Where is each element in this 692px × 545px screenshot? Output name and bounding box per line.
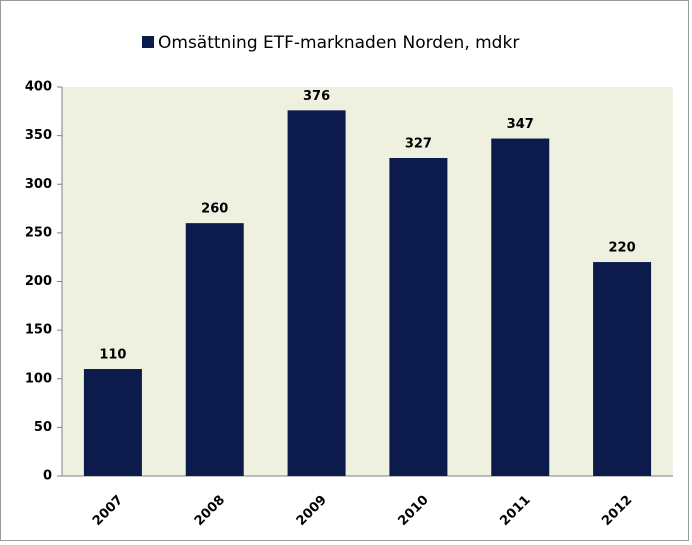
data-label: 327	[405, 136, 432, 151]
legend: Omsättning ETF-marknaden Norden, mdkr	[142, 33, 519, 53]
bar	[287, 110, 346, 476]
y-tick-label: 100	[25, 371, 52, 386]
data-label: 260	[201, 202, 228, 217]
data-label: 376	[303, 89, 330, 104]
data-label: 347	[507, 117, 534, 132]
y-tick-label: 200	[25, 274, 52, 289]
plot-area	[62, 87, 673, 476]
y-tick-label: 350	[25, 128, 52, 143]
legend-swatch	[142, 36, 154, 48]
y-tick-label: 150	[25, 323, 52, 338]
bar	[83, 369, 142, 476]
bar	[491, 138, 550, 477]
bar	[593, 262, 652, 476]
bar	[389, 157, 448, 476]
y-tick-label: 250	[25, 225, 52, 240]
data-label: 220	[609, 241, 636, 256]
y-tick-label: 400	[25, 80, 52, 95]
y-tick-label: 0	[43, 469, 52, 484]
y-tick-label: 300	[25, 177, 52, 192]
y-tick-label: 50	[34, 420, 52, 435]
data-label: 110	[99, 348, 126, 363]
legend-label: Omsättning ETF-marknaden Norden, mdkr	[158, 33, 519, 53]
bar	[185, 223, 244, 476]
